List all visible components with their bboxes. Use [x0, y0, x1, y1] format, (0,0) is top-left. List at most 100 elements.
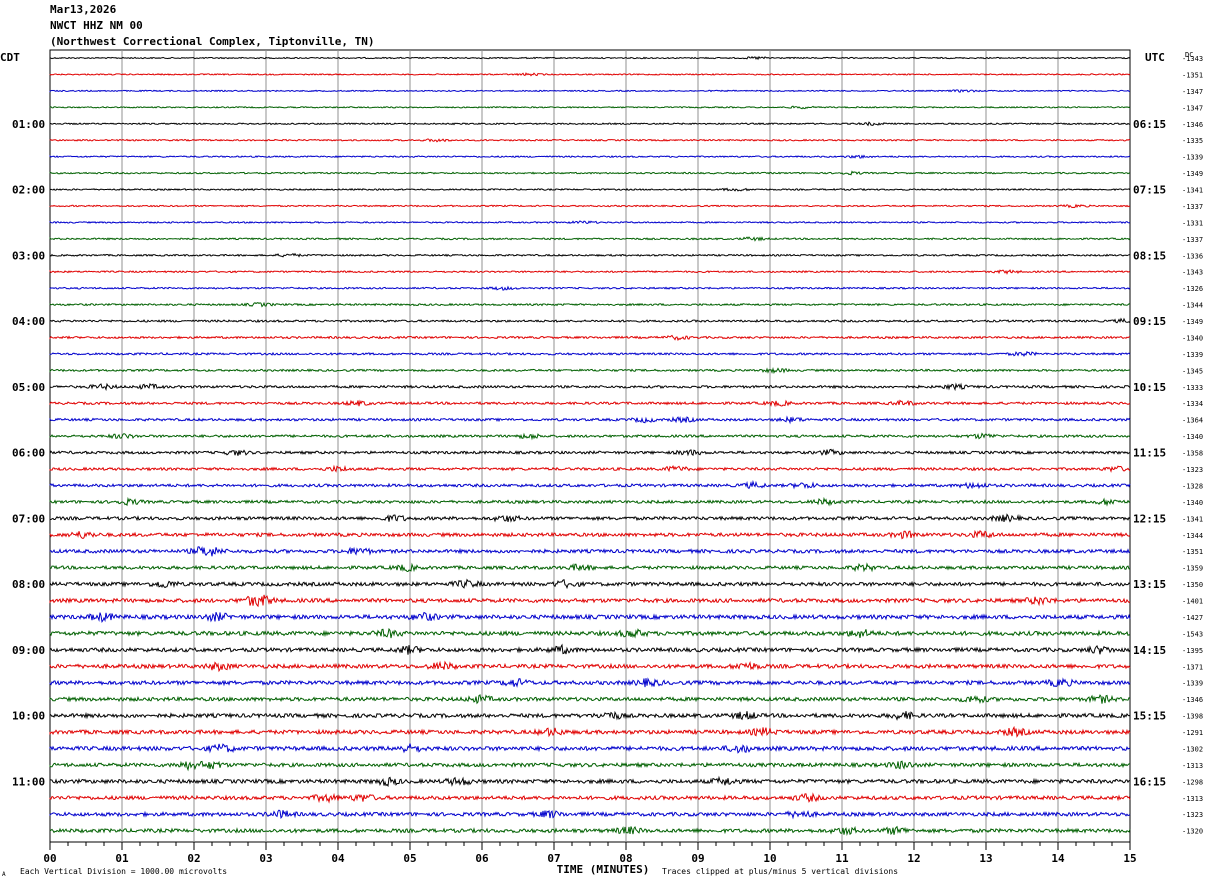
dc-offset-label: -1339 — [1182, 680, 1203, 688]
x-tick-label: 08 — [619, 852, 632, 865]
dc-offset-label: -1323 — [1182, 811, 1203, 819]
dc-offset-label: -1346 — [1182, 121, 1203, 129]
seismic-trace — [49, 546, 1131, 557]
seismic-traces — [49, 55, 1131, 837]
seismic-trace — [49, 89, 1130, 93]
dc-offset-label: -1351 — [1182, 548, 1203, 556]
dc-offset-label: -1334 — [1182, 400, 1203, 408]
utc-hour-label: 16:15 — [1133, 775, 1166, 788]
dc-offset-label: -1359 — [1182, 565, 1203, 573]
cdt-hour-label: 03:00 — [12, 249, 45, 262]
x-tick-label: 04 — [331, 852, 345, 865]
seismic-trace — [49, 138, 1131, 143]
dc-label: DC — [1185, 51, 1193, 59]
dc-offset-label: -1350 — [1182, 581, 1203, 589]
seismic-trace — [49, 792, 1131, 804]
dc-offset-label: -1320 — [1182, 828, 1203, 836]
plot-frame — [49, 49, 1131, 843]
x-tick-label: 02 — [187, 852, 200, 865]
dc-offset-label: -1335 — [1182, 137, 1203, 145]
seismic-trace — [49, 269, 1131, 275]
seismic-trace — [49, 399, 1131, 408]
utc-hour-label: 12:15 — [1133, 512, 1166, 525]
x-tick-label: 12 — [907, 852, 920, 865]
scale-note: Each Vertical Division = 1000.00 microvo… — [20, 867, 228, 876]
seismic-trace — [49, 743, 1131, 754]
seismic-trace — [49, 725, 1131, 738]
x-tick-label: 05 — [403, 852, 416, 865]
dc-offset-label: -1371 — [1182, 663, 1203, 671]
dc-offset-label: -1427 — [1182, 614, 1203, 622]
dc-offset-label: -1349 — [1182, 318, 1203, 326]
utc-label: UTC — [1145, 51, 1165, 64]
dc-offset-label: -1328 — [1182, 482, 1203, 490]
cdt-hour-label: 09:00 — [12, 644, 45, 657]
seismic-trace — [49, 562, 1131, 573]
x-tick-label: 00 — [43, 852, 56, 865]
dc-offset-label: -1345 — [1182, 367, 1203, 375]
x-tick-label: 11 — [835, 852, 849, 865]
seismic-trace — [49, 809, 1131, 820]
cdt-hour-label: 07:00 — [12, 512, 45, 525]
dc-offset-label: -1349 — [1182, 170, 1203, 178]
dc-offset-label: -1326 — [1182, 285, 1203, 293]
seismic-trace — [49, 775, 1131, 788]
seismic-trace — [49, 415, 1131, 425]
x-tick-label: 10 — [763, 852, 776, 865]
dc-offset-label: -1351 — [1182, 71, 1203, 79]
seismic-trace — [49, 285, 1131, 291]
x-tick-label: 15 — [1123, 852, 1136, 865]
trace-labels: -1343 -1351 -1347 -1347 -1346 -1335 -1339 -1349… — [12, 55, 1203, 836]
dc-offset-label: -1339 — [1182, 351, 1203, 359]
utc-hour-label: 07:15 — [1133, 184, 1166, 197]
seismic-trace — [49, 301, 1131, 308]
cdt-hour-label: 01:00 — [12, 118, 45, 131]
dc-offset-label: -1346 — [1182, 696, 1203, 704]
dc-offset-label: -1364 — [1182, 417, 1203, 425]
seismic-trace — [49, 529, 1131, 540]
utc-hour-label: 10:15 — [1133, 381, 1166, 394]
seismic-trace — [49, 578, 1131, 590]
cdt-hour-label: 06:00 — [12, 447, 45, 460]
dc-offset-label: -1347 — [1182, 104, 1203, 112]
seismic-trace — [49, 121, 1130, 127]
seismic-trace — [49, 694, 1131, 705]
dc-offset-label: -1401 — [1182, 598, 1203, 606]
dc-offset-label: -1340 — [1182, 433, 1203, 441]
x-tick-label: 14 — [1051, 852, 1065, 865]
seismic-trace — [49, 464, 1131, 473]
record-date: Mar13,2026 — [50, 3, 117, 16]
x-tick-label: 06 — [475, 852, 489, 865]
dc-offset-label: -1395 — [1182, 647, 1203, 655]
dc-offset-label: -1543 — [1182, 630, 1203, 638]
station-location: (Northwest Correctional Complex, Tiptonv… — [50, 35, 375, 48]
x-axis-label: TIME (MINUTES) — [557, 863, 650, 876]
time-gridlines — [49, 49, 1131, 843]
cdt-hour-label: 08:00 — [12, 578, 45, 591]
dc-offset-label: -1398 — [1182, 713, 1203, 721]
seismic-trace — [49, 611, 1131, 623]
seismic-trace — [49, 105, 1131, 110]
utc-hour-label: 11:15 — [1133, 447, 1166, 460]
dc-offset-label: -1313 — [1182, 795, 1203, 803]
dc-offset-label: -1358 — [1182, 450, 1203, 458]
dc-offset-label: -1291 — [1182, 729, 1203, 737]
seismic-trace — [49, 432, 1131, 441]
seismic-trace — [49, 710, 1131, 721]
dc-offset-label: -1344 — [1182, 302, 1203, 310]
clip-note: Traces clipped at plus/minus 5 vertical … — [662, 867, 899, 876]
seismic-trace — [49, 317, 1131, 324]
seismic-trace — [49, 350, 1131, 358]
seismic-trace — [49, 677, 1131, 688]
x-tick-label: 03 — [259, 852, 272, 865]
seismic-trace — [49, 627, 1131, 639]
dc-offset-label: -1341 — [1182, 515, 1203, 523]
seismic-trace — [49, 594, 1131, 608]
seismic-trace — [49, 220, 1131, 225]
utc-hour-label: 14:15 — [1133, 644, 1166, 657]
dc-offset-label: -1337 — [1182, 236, 1203, 244]
seismic-trace — [49, 334, 1131, 342]
dc-offset-label: -1298 — [1182, 778, 1203, 786]
seismic-trace — [49, 170, 1131, 176]
